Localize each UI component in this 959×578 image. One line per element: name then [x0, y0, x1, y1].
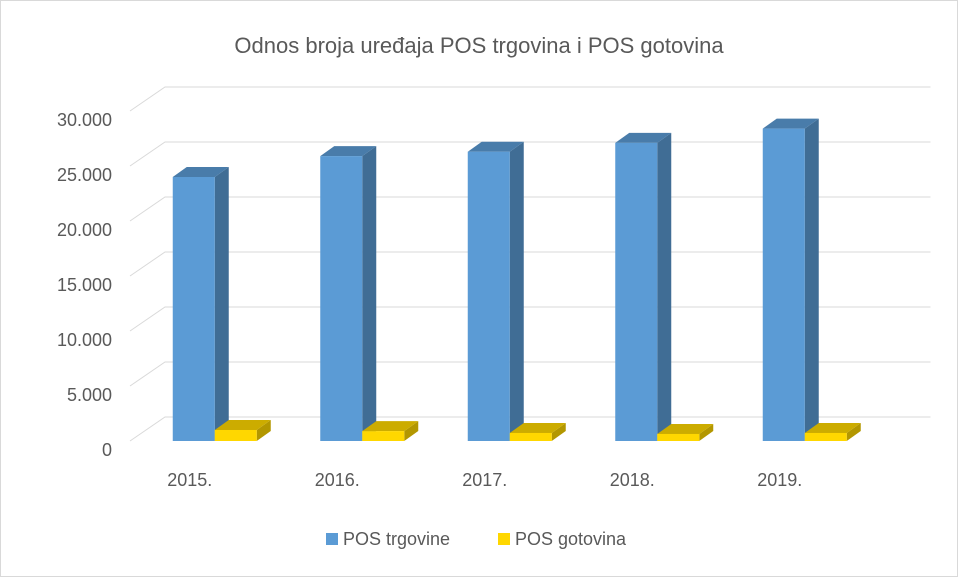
bar-top [320, 146, 377, 157]
grid-line [129, 361, 931, 387]
legend-label: POS gotovina [515, 529, 627, 549]
legend-swatch [326, 533, 338, 545]
bar [509, 422, 566, 441]
bar [320, 146, 377, 441]
legend-label: POS trgovine [343, 529, 450, 549]
bar-front [172, 177, 215, 441]
legend-swatch [498, 533, 510, 545]
bar-front [214, 430, 257, 441]
y-tick-label: 30.000 [57, 110, 112, 130]
bar-top [362, 421, 419, 432]
bar-side [509, 141, 524, 441]
y-tick-label: 15.000 [57, 275, 112, 295]
bar-front [362, 431, 405, 441]
bar [762, 118, 819, 441]
grid-line [129, 196, 931, 222]
bar-side [551, 422, 566, 441]
grid-line [129, 416, 931, 442]
bar-top [214, 420, 271, 430]
y-tick-label: 25.000 [57, 165, 112, 185]
bar-side [404, 421, 419, 441]
y-tick-label: 20.000 [57, 220, 112, 240]
bar-side [362, 146, 377, 441]
grid-line [129, 86, 931, 112]
bar-front [467, 151, 510, 441]
bar-side [256, 420, 271, 441]
grid-line [129, 306, 931, 332]
bar-top [615, 132, 672, 143]
grid-line [129, 141, 931, 167]
bar-front [804, 432, 847, 441]
bar [362, 421, 419, 441]
bar-front [657, 433, 700, 441]
bar-top [467, 141, 524, 152]
y-tick-label: 10.000 [57, 330, 112, 350]
bar-top [657, 423, 714, 434]
bar-top [804, 422, 861, 433]
bar-side [657, 132, 672, 441]
x-tick-label: 2019. [757, 470, 802, 490]
x-tick-label: 2015. [167, 470, 212, 490]
bar-front [320, 156, 363, 441]
grid-line [129, 251, 931, 277]
bar [804, 422, 861, 441]
y-tick-label: 0 [102, 440, 112, 460]
bar-front [509, 432, 552, 441]
bar [615, 132, 672, 441]
bar [214, 420, 271, 441]
bar-side [699, 423, 714, 441]
bar-side [804, 118, 819, 441]
bar-top [509, 422, 566, 433]
bar [467, 141, 524, 441]
bar [657, 423, 714, 441]
chart-title: Odnos broja uređaja POS trgovina i POS g… [234, 33, 724, 58]
bar-front [762, 128, 805, 441]
x-tick-label: 2018. [610, 470, 655, 490]
bar-side [214, 167, 229, 441]
bar [172, 167, 229, 441]
y-tick-label: 5.000 [67, 385, 112, 405]
bar-front [615, 142, 658, 441]
bar-side [846, 422, 861, 441]
x-tick-label: 2016. [315, 470, 360, 490]
x-tick-label: 2017. [462, 470, 507, 490]
bar-top [172, 167, 229, 177]
bar-top [762, 118, 819, 129]
